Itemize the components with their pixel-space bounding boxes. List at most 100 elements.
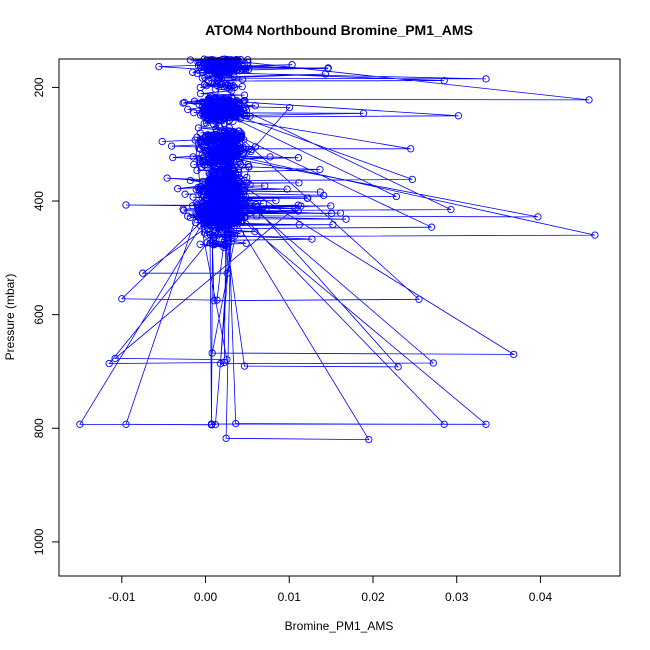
data-point <box>407 145 415 153</box>
data-point <box>207 189 215 197</box>
data-point <box>251 102 259 110</box>
data-point <box>226 157 235 166</box>
data-point <box>288 61 296 69</box>
data-point <box>221 80 230 88</box>
data-point <box>212 68 220 76</box>
data-point <box>227 231 236 240</box>
data-point <box>237 131 246 139</box>
data-point <box>198 69 207 77</box>
data-point <box>294 207 302 215</box>
data-point <box>227 185 236 194</box>
data-point <box>262 205 270 214</box>
data-point <box>181 190 189 198</box>
data-point <box>242 239 250 247</box>
data-point <box>223 269 231 277</box>
data-point <box>454 112 463 120</box>
data-point <box>213 165 222 174</box>
x-tick-label: 0.01 <box>278 590 302 604</box>
data-point <box>216 63 224 72</box>
data-point <box>208 349 216 357</box>
data-point <box>194 124 203 132</box>
data-point <box>232 56 240 64</box>
data-point <box>118 295 126 303</box>
data-point <box>196 185 204 193</box>
data-point <box>233 106 241 114</box>
data-point <box>206 231 215 239</box>
data-point <box>169 153 177 162</box>
x-tick-label: 0.00 <box>194 590 218 604</box>
data-point <box>233 207 241 215</box>
data-point <box>200 119 208 128</box>
data-point <box>207 56 215 65</box>
data-point <box>211 240 219 248</box>
data-point <box>342 215 350 223</box>
data-point <box>192 185 200 194</box>
data-point <box>209 236 218 245</box>
data-point <box>190 109 198 117</box>
data-point <box>218 134 226 143</box>
data-point <box>200 152 208 161</box>
data-point <box>242 106 251 114</box>
data-point <box>186 56 195 64</box>
data-point <box>240 148 248 156</box>
data-point <box>253 212 261 220</box>
data-point <box>206 216 215 224</box>
data-point <box>139 269 147 277</box>
data-point <box>510 350 518 359</box>
data-point <box>218 69 226 77</box>
data-point <box>184 105 192 114</box>
y-axis: 200 400 600 800 1000 <box>32 77 60 555</box>
data-point <box>193 200 202 209</box>
data-point <box>206 61 215 69</box>
data-point <box>199 134 208 142</box>
data-point <box>222 434 230 442</box>
data-point <box>212 166 221 174</box>
data-point <box>235 158 243 167</box>
data-point <box>218 227 227 235</box>
data-point <box>233 184 241 192</box>
data-point <box>234 170 242 179</box>
data-point <box>217 214 226 222</box>
data-point <box>225 196 233 204</box>
data-point <box>251 228 259 236</box>
data-point <box>221 242 229 250</box>
data-point <box>408 175 416 184</box>
data-point <box>203 61 211 69</box>
data-point <box>238 150 246 158</box>
data-point <box>233 209 242 217</box>
data-point <box>207 175 215 183</box>
data-point <box>240 362 249 370</box>
data-point <box>239 197 247 205</box>
data-point <box>329 220 337 229</box>
data-point <box>225 239 233 247</box>
data-point <box>224 178 232 186</box>
data-point <box>196 111 205 119</box>
data-point <box>231 149 239 157</box>
data-point <box>221 99 229 108</box>
data-point <box>196 145 204 153</box>
y-tick-label: 1000 <box>32 528 46 555</box>
data-point <box>324 64 332 72</box>
data-point <box>158 137 166 146</box>
data-point <box>440 76 448 85</box>
data-layer <box>76 55 599 444</box>
data-point <box>230 137 239 146</box>
data-point <box>212 207 220 215</box>
data-point <box>211 136 219 145</box>
data-point <box>234 220 242 228</box>
data-point <box>236 179 244 187</box>
data-point <box>223 129 231 138</box>
x-axis-label: Bromine_PM1_AMS <box>285 619 394 633</box>
data-point <box>198 163 206 171</box>
data-point <box>238 75 247 84</box>
data-point <box>534 213 542 221</box>
data-point <box>198 103 206 111</box>
data-point <box>213 104 221 113</box>
data-point <box>212 81 221 89</box>
y-tick-label: 600 <box>32 304 46 324</box>
data-point <box>232 419 240 428</box>
data-point <box>180 206 188 215</box>
data-point <box>392 192 401 201</box>
data-point <box>220 82 228 91</box>
data-point <box>235 192 243 200</box>
